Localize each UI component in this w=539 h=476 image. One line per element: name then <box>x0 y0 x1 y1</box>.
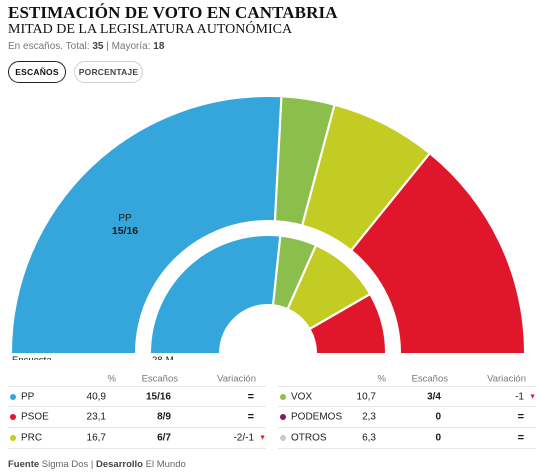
table-row: OTROS 6,3 0 = <box>278 428 536 449</box>
dev-name: El Mundo <box>145 459 186 470</box>
inner-ring <box>151 235 385 353</box>
party-pct: 2,3 <box>362 411 376 423</box>
meta-prefix: En escaños. Total: <box>8 41 93 52</box>
table-header: % Escaños Variación <box>8 372 266 386</box>
party-change: = <box>247 411 254 423</box>
party-color-dot <box>280 393 286 400</box>
party-change: = <box>247 390 254 403</box>
source-name: Sigma Dos <box>41 459 89 470</box>
party-pct: 16,7 <box>86 432 106 444</box>
party-name: VOX <box>291 391 313 402</box>
down-arrow-icon: ▼ <box>529 393 536 400</box>
party-name: PP <box>21 391 35 402</box>
chart-subtitle: MITAD DE LA LEGISLATURA AUTONÓMICA <box>8 22 293 37</box>
inner-ring-segment-prc[interactable] <box>274 236 315 308</box>
source-credit: Fuente Sigma Dos | Desarrollo El Mundo <box>8 459 186 470</box>
party-seats: 0 <box>435 432 441 444</box>
party-name: PRC <box>21 432 43 444</box>
table-header: % Escaños Variación <box>278 372 536 386</box>
outer-ring-label: Encuesta <box>12 355 52 360</box>
chart-title: ESTIMACIÓN DE VOTO EN CANTABRIA <box>8 3 338 22</box>
table-row: PRC 16,7 6/7 -2/-1 ▼ <box>8 428 266 449</box>
source-label: Fuente <box>8 459 40 470</box>
party-color-dot <box>280 414 286 420</box>
party-color-dot <box>280 435 286 441</box>
table-row: PP 40,9 15/16 = <box>8 386 266 407</box>
header-pct: % <box>377 373 386 385</box>
results-table-right: % Escaños Variación VOX 10,7 3/4 -1 ▼ PODEMOS… <box>278 372 536 449</box>
chart-meta: En escaños. Total: 35 | Mayoría: 18 <box>8 41 164 52</box>
hemicycle-chart: PP 15/16 Encuesta 28-M <box>12 97 524 360</box>
table-row: PODEMOS 2,3 0 = <box>278 407 536 428</box>
header-pct: % <box>107 373 116 385</box>
party-name: PSOE <box>21 411 49 423</box>
party-change: -2/-1 <box>233 432 254 444</box>
seats-toggle-button[interactable]: ESCAÑOS <box>8 61 66 83</box>
percent-toggle-button[interactable]: PORCENTAJE <box>74 61 143 83</box>
down-arrow-icon: ▼ <box>259 434 266 442</box>
party-color-dot <box>10 414 16 420</box>
header-seats: Escaños <box>141 373 178 385</box>
outer-ring-segment-vox[interactable] <box>303 106 429 249</box>
header-seats: Escaños <box>411 373 448 385</box>
party-pct: 23,1 <box>86 411 106 423</box>
party-color-dot <box>10 393 16 400</box>
party-seats: 0 <box>435 411 441 423</box>
outer-ring <box>12 97 524 353</box>
party-seats: 3/4 <box>427 391 441 402</box>
party-seats: 8/9 <box>157 411 171 423</box>
table-row: PSOE 23,1 8/9 = <box>8 407 266 428</box>
inner-ring-segment-psoe[interactable] <box>310 295 385 353</box>
party-change: = <box>517 411 524 423</box>
header-change: Variación <box>217 373 256 385</box>
meta-majority: 18 <box>153 41 165 52</box>
party-pct: 40,9 <box>86 391 106 402</box>
results-table-left: % Escaños Variación PP 40,9 15/16 = PSOE 23,1… <box>8 372 266 449</box>
outer-ring-segment-prc[interactable] <box>276 97 334 225</box>
party-pct: 10,7 <box>356 391 376 402</box>
outer-ring-segment-psoe[interactable] <box>352 154 524 353</box>
inner-ring-segment-vox[interactable] <box>288 246 369 328</box>
header-change: Variación <box>487 373 526 385</box>
highlight-seats-label: 15/16 <box>112 225 138 237</box>
inner-ring-segment-pp[interactable] <box>151 235 280 353</box>
party-change: = <box>517 432 524 444</box>
party-pct: 6,3 <box>362 432 376 444</box>
party-seats: 15/16 <box>145 391 171 402</box>
dev-label: Desarrollo <box>96 459 143 470</box>
inner-ring-label: 28-M <box>152 355 174 360</box>
highlight-party-label: PP <box>118 213 132 224</box>
credit-sep: | <box>88 459 96 470</box>
party-name: OTROS <box>291 432 327 444</box>
table-row: VOX 10,7 3/4 -1 ▼ <box>278 386 536 407</box>
party-color-dot <box>10 435 16 441</box>
meta-sep: | Mayoría: <box>103 41 154 52</box>
meta-total: 35 <box>92 41 104 52</box>
outer-ring-segment-pp[interactable] <box>12 97 281 353</box>
party-seats: 6/7 <box>157 432 171 444</box>
party-name: PODEMOS <box>291 411 343 423</box>
party-change: -1 <box>515 391 524 402</box>
